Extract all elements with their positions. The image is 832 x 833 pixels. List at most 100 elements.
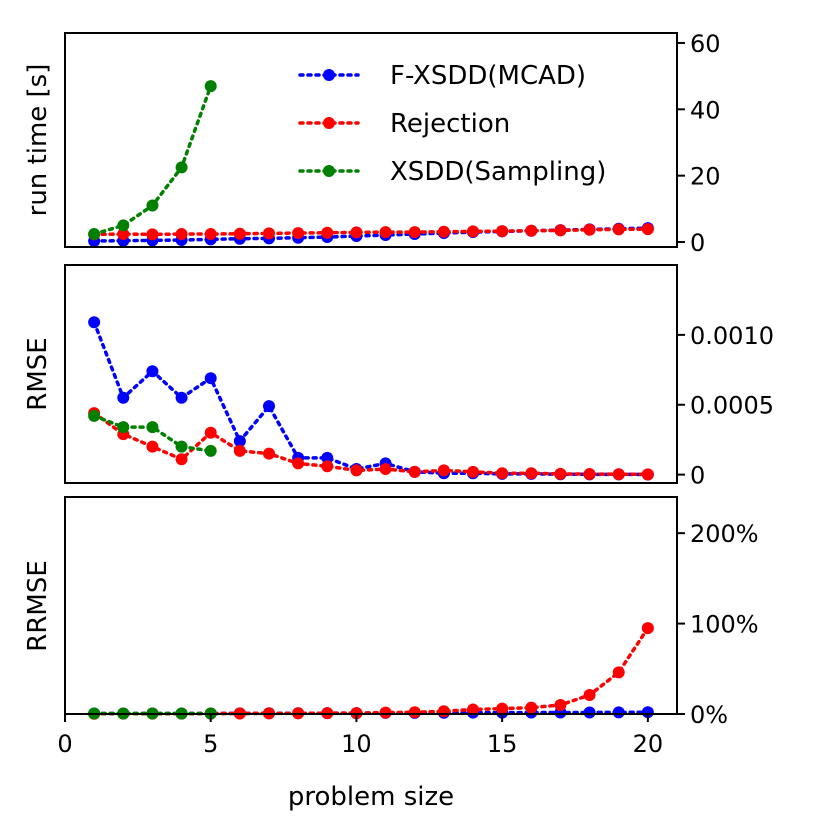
rrmse-point-rejection (496, 702, 509, 715)
rrmse-point-rejection (379, 706, 392, 719)
rmse-point-rejection (175, 453, 188, 466)
rmse-point-rejection (263, 447, 275, 460)
rmse-point-xsdd-sampling (146, 421, 159, 434)
runtime-point-rejection (467, 225, 479, 238)
rmse-y-ticks: 0 0.0005 0.0010 (677, 322, 774, 490)
runtime-point-rejection (350, 226, 363, 239)
runtime-point-rejection (583, 223, 596, 236)
rrmse-point-rejection (437, 705, 450, 718)
rrmse-panel: 0% 100% 200% 0 5 10 15 20 RRMSE problem size (23, 496, 759, 812)
rmse-point-rejection (467, 465, 479, 478)
runtime-point-rejection (204, 228, 217, 241)
rrmse-y-tick-label: 200% (690, 520, 759, 548)
rrmse-plot-frame (64, 496, 678, 715)
rmse-plot-area (88, 316, 654, 481)
rmse-point-rejection (292, 457, 305, 470)
runtime-point-rejection (292, 227, 305, 240)
rmse-point-xsdd-sampling (117, 421, 130, 434)
x-axis-label: problem size (288, 782, 454, 812)
legend-label-xsdd-sampling: XSDD(Sampling) (390, 157, 606, 187)
x-tick-label: 15 (487, 730, 518, 758)
runtime-point-rejection (379, 226, 392, 239)
rmse-point-xsdd-sampling (88, 409, 101, 422)
rrmse-point-rejection (467, 703, 479, 716)
rmse-point-f-xsdd-mcad (88, 316, 101, 329)
rrmse-y-axis-label: RRMSE (23, 560, 53, 652)
rmse-point-rejection (525, 467, 538, 480)
rmse-plot-frame (64, 264, 678, 484)
rmse-point-rejection (379, 463, 392, 476)
rrmse-point-rejection (408, 706, 421, 719)
rrmse-plot-area (88, 622, 654, 720)
runtime-point-xsdd-sampling (117, 219, 130, 232)
legend: F-XSDD(MCAD) Rejection XSDD(Sampling) (298, 61, 606, 187)
runtime-point-rejection (408, 226, 421, 239)
rrmse-point-rejection (612, 666, 625, 679)
runtime-y-tick-label: 40 (690, 96, 721, 124)
x-tick-label: 10 (341, 730, 372, 758)
runtime-point-rejection (233, 227, 246, 240)
legend-marker-xsdd-sampling (323, 165, 335, 177)
rmse-point-rejection (204, 426, 217, 439)
rmse-point-rejection (408, 465, 421, 478)
rmse-point-rejection (350, 464, 363, 477)
runtime-y-tick-label: 60 (690, 30, 721, 58)
runtime-point-xsdd-sampling (204, 80, 217, 93)
runtime-point-rejection (263, 227, 275, 240)
rmse-point-xsdd-sampling (175, 440, 188, 453)
rmse-panel: 0 0.0005 0.0010 RMSE (23, 264, 774, 490)
runtime-point-rejection (612, 223, 625, 236)
x-ticks: 0 5 10 15 20 (57, 714, 663, 758)
rmse-point-rejection (321, 460, 334, 473)
runtime-y-axis-label: run time [s] (23, 64, 53, 217)
runtime-plot-area (88, 80, 654, 248)
rmse-point-rejection (146, 440, 159, 453)
runtime-point-xsdd-sampling (175, 161, 188, 174)
rrmse-y-tick-label: 100% (690, 611, 759, 639)
rmse-y-axis-label: RMSE (23, 337, 53, 410)
rrmse-y-ticks: 0% 100% 200% (677, 520, 759, 729)
x-tick-label: 20 (633, 730, 664, 758)
rrmse-point-rejection (554, 698, 567, 711)
runtime-point-rejection (117, 228, 130, 241)
runtime-panel: 0 20 40 60 run time [s] F-XSDD(MCAD) Rejecti… (23, 30, 721, 257)
x-tick-label: 5 (203, 730, 218, 758)
rmse-point-rejection (612, 468, 625, 481)
runtime-point-xsdd-sampling (146, 199, 159, 212)
runtime-point-rejection (641, 223, 654, 236)
rmse-y-tick-label: 0 (690, 462, 705, 490)
rrmse-point-f-xsdd-mcad (583, 706, 596, 719)
rmse-point-f-xsdd-mcad (146, 365, 159, 378)
rmse-y-tick-label: 0.0005 (690, 392, 774, 420)
rmse-point-f-xsdd-mcad (204, 372, 217, 385)
rrmse-y-tick-label: 0% (690, 701, 728, 729)
runtime-point-xsdd-sampling (88, 228, 101, 241)
rmse-point-rejection (554, 467, 567, 480)
rrmse-point-f-xsdd-mcad (641, 706, 654, 719)
rmse-point-f-xsdd-mcad (263, 400, 275, 413)
rrmse-point-rejection (641, 622, 654, 635)
rmse-point-f-xsdd-mcad (117, 391, 130, 404)
runtime-y-tick-label: 0 (690, 229, 705, 257)
rmse-point-f-xsdd-mcad (321, 451, 334, 464)
rrmse-point-rejection (583, 689, 596, 702)
runtime-plot-frame (64, 32, 678, 248)
runtime-point-rejection (496, 225, 509, 238)
rmse-y-tick-label: 0.0010 (690, 322, 774, 350)
runtime-series-line-xsdd-sampling (92, 84, 213, 236)
rmse-point-rejection (496, 467, 509, 480)
runtime-point-rejection (525, 224, 538, 237)
legend-label-rejection: Rejection (390, 109, 510, 139)
x-tick-label: 0 (57, 730, 72, 758)
rrmse-point-rejection (525, 701, 538, 714)
runtime-point-rejection (554, 224, 567, 237)
legend-marker-rejection (323, 117, 335, 129)
rmse-point-rejection (583, 468, 596, 481)
rmse-point-xsdd-sampling (204, 444, 217, 457)
legend-marker-f-xsdd-mcad (323, 69, 335, 81)
rmse-point-rejection (437, 464, 450, 477)
runtime-point-rejection (175, 228, 188, 241)
rmse-point-rejection (641, 468, 654, 481)
rmse-point-f-xsdd-mcad (233, 435, 246, 448)
